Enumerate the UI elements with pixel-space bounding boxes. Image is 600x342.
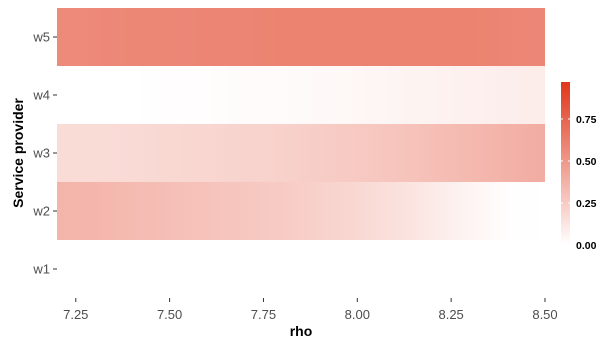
x-tick-label-7.25: 7.25 — [63, 307, 88, 322]
heatmap-row-w2 — [57, 182, 545, 240]
legend-label-0.00: 0.00 — [576, 240, 597, 252]
y-tick-label-w4: w4 — [32, 88, 50, 103]
legend-label-0.75: 0.75 — [576, 114, 597, 126]
x-tick-label-8.25: 8.25 — [438, 307, 463, 322]
color-legend: 0.00 0.25 0.50 0.75 — [561, 82, 597, 252]
y-axis-title: Service provider — [10, 98, 26, 208]
y-tick-label-w1: w1 — [32, 262, 50, 277]
color-bar — [561, 82, 570, 245]
heatmap-row-w4 — [57, 66, 545, 124]
y-axis: w1 w2 w3 w4 w5 — [32, 30, 57, 277]
x-axis: 7.25 7.50 7.75 8.00 8.25 8.50 — [63, 298, 558, 322]
heatmap-tiles — [57, 8, 545, 298]
x-tick-label-7.75: 7.75 — [251, 307, 276, 322]
x-tick-label-8.50: 8.50 — [532, 307, 557, 322]
heatmap-row-w5 — [57, 8, 545, 66]
legend-label-0.25: 0.25 — [576, 198, 597, 210]
y-tick-label-w3: w3 — [32, 146, 50, 161]
y-tick-label-w5: w5 — [32, 30, 50, 45]
x-tick-label-8.00: 8.00 — [345, 307, 370, 322]
heatmap-row-w3 — [57, 124, 545, 182]
heatmap-row-w1 — [57, 240, 545, 298]
y-tick-label-w2: w2 — [32, 204, 50, 219]
x-axis-title: rho — [290, 323, 313, 339]
legend-label-0.50: 0.50 — [576, 156, 597, 168]
x-tick-label-7.50: 7.50 — [157, 307, 182, 322]
